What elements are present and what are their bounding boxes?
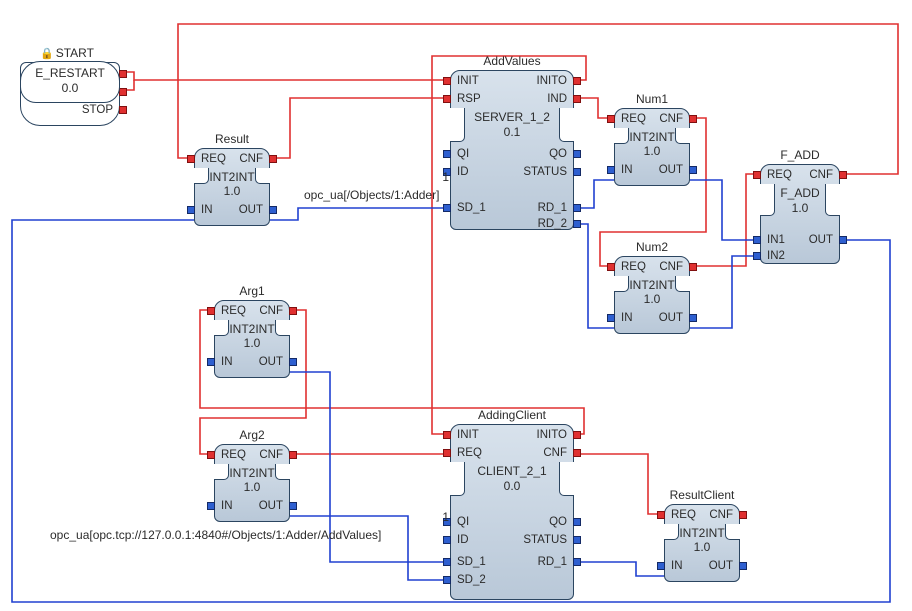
block-addingclient[interactable]: AddingClient INIT INITO REQ CNF CLIENT_2… xyxy=(450,424,574,600)
label-client-qi: 1 xyxy=(435,510,449,524)
label-server-id: opc_ua[/Objects/1:Adder] xyxy=(304,188,439,202)
block-result[interactable]: Result REQ CNF INT2INT 1.0 IN OUT xyxy=(194,148,270,226)
block-arg1[interactable]: Arg1 REQ CNF INT2INT 1.0 IN OUT xyxy=(214,300,290,378)
wire-num2cnf-faddreq xyxy=(690,174,760,266)
erestart-title: START xyxy=(56,46,94,60)
erestart-type: E_RESTART xyxy=(23,66,117,81)
lock-icon: 🔒 xyxy=(40,48,54,60)
block-arg2[interactable]: Arg2 REQ CNF INT2INT 1.0 IN OUT xyxy=(214,444,290,522)
result-cnf: CNF xyxy=(239,152,263,166)
wire-rd2-num2in xyxy=(574,224,614,328)
label-client-id: opc_ua[opc.tcp://127.0.0.1:4840#/Objects… xyxy=(50,528,381,542)
wire-num1out-in1 xyxy=(690,180,760,240)
erestart-version: 0.0 xyxy=(23,81,117,96)
erestart-title-row: 🔒START xyxy=(40,46,94,60)
wire-cold-init xyxy=(120,72,450,80)
block-resultclient[interactable]: ResultClient REQ CNF INT2INT 1.0 IN OUT xyxy=(664,504,740,582)
block-fadd[interactable]: F_ADD REQ CNF F_ADD1.0 IN1 OUT IN2 xyxy=(760,164,840,264)
wire-clientrd1-resultclientin xyxy=(574,562,664,576)
wire-clientcnf-resultclientreq xyxy=(574,454,664,514)
wire-arg2out-sd2 xyxy=(290,516,450,580)
port-stop: STOP xyxy=(82,103,113,117)
result-in: IN xyxy=(201,203,213,217)
wire-resultcnf-rsp xyxy=(270,98,450,158)
pin-stop xyxy=(119,106,127,114)
block-num2[interactable]: Num2 REQ CNF INT2INT 1.0 IN OUT xyxy=(614,256,690,334)
result-out: OUT xyxy=(239,203,263,217)
wire-resultout-sd1 xyxy=(270,208,450,220)
result-req: REQ xyxy=(201,152,226,166)
block-addvalues[interactable]: AddValues INIT INITO RSP IND SERVER_1_20… xyxy=(450,70,574,230)
label-server-qi: 1 xyxy=(435,170,449,184)
block-num1[interactable]: Num1 REQ CNF INT2INT 1.0 IN OUT xyxy=(614,108,690,186)
pin-warm xyxy=(119,88,127,96)
pin-cold xyxy=(119,70,127,78)
